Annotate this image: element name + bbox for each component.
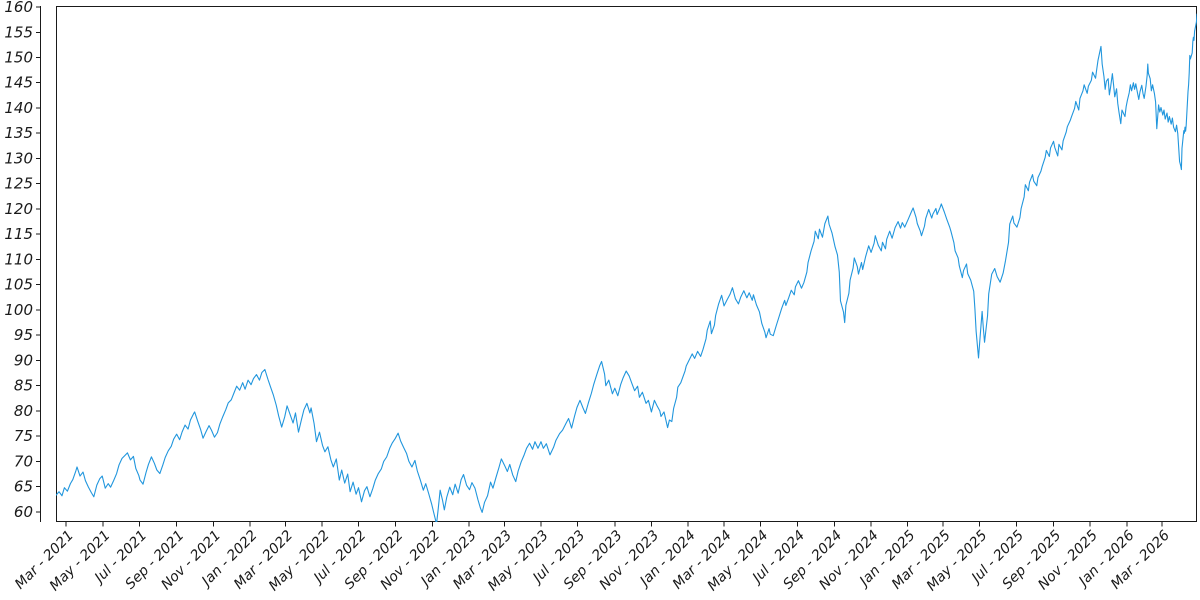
y-tick-label: 155 xyxy=(4,23,33,41)
y-tick-label: 85 xyxy=(14,377,33,395)
plot-border xyxy=(56,6,1197,522)
y-tick-label: 125 xyxy=(4,175,33,193)
y-tick-label: 95 xyxy=(14,326,33,344)
y-tick-label: 105 xyxy=(4,276,33,294)
y-tick-label: 150 xyxy=(4,48,33,66)
y-tick-label: 120 xyxy=(4,200,33,218)
y-tick-label: 75 xyxy=(14,427,33,445)
y-tick-label: 135 xyxy=(4,124,33,142)
y-tick-label: 140 xyxy=(4,99,33,117)
y-tick-label: 110 xyxy=(4,250,33,268)
y-tick-label: 145 xyxy=(4,74,33,92)
y-tick-label: 90 xyxy=(14,351,33,369)
y-tick-label: 80 xyxy=(14,402,33,420)
y-tick-label: 65 xyxy=(14,478,33,496)
y-tick-label: 160 xyxy=(4,0,33,16)
price-line-series xyxy=(56,13,1197,522)
y-tick-label: 100 xyxy=(4,301,33,319)
y-tick-label: 130 xyxy=(4,149,33,167)
y-tick-label: 60 xyxy=(14,503,33,521)
y-tick-label: 115 xyxy=(4,225,33,243)
y-tick-label: 70 xyxy=(14,452,33,470)
